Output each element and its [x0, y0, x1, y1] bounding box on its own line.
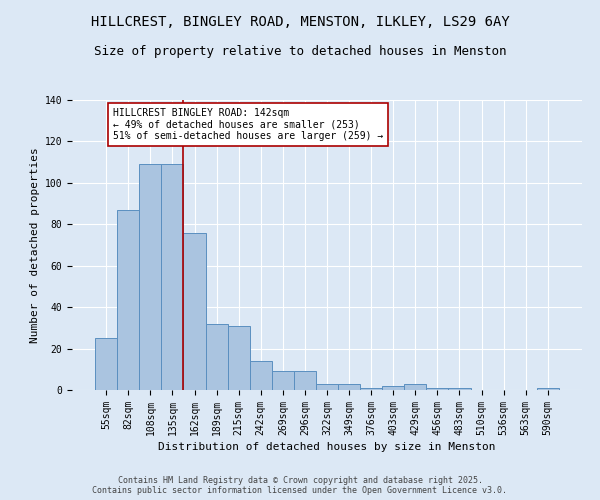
Bar [139, 164, 161, 390]
Bar [294, 372, 316, 390]
Bar [184, 232, 206, 390]
Text: HILLCREST, BINGLEY ROAD, MENSTON, ILKLEY, LS29 6AY: HILLCREST, BINGLEY ROAD, MENSTON, ILKLEY… [91, 15, 509, 29]
Bar [316, 384, 338, 390]
X-axis label: Distribution of detached houses by size in Menston: Distribution of detached houses by size … [158, 442, 496, 452]
Bar [117, 210, 139, 390]
Bar [537, 388, 559, 390]
Bar [338, 384, 360, 390]
Text: Contains HM Land Registry data © Crown copyright and database right 2025.
Contai: Contains HM Land Registry data © Crown c… [92, 476, 508, 495]
Bar [448, 388, 470, 390]
Bar [161, 164, 184, 390]
Bar [427, 388, 448, 390]
Bar [382, 386, 404, 390]
Text: HILLCREST BINGLEY ROAD: 142sqm
← 49% of detached houses are smaller (253)
51% of: HILLCREST BINGLEY ROAD: 142sqm ← 49% of … [113, 108, 383, 142]
Bar [360, 388, 382, 390]
Bar [272, 372, 294, 390]
Bar [404, 384, 427, 390]
Bar [95, 338, 117, 390]
Y-axis label: Number of detached properties: Number of detached properties [31, 147, 40, 343]
Bar [227, 326, 250, 390]
Bar [206, 324, 227, 390]
Text: Size of property relative to detached houses in Menston: Size of property relative to detached ho… [94, 45, 506, 58]
Bar [250, 361, 272, 390]
